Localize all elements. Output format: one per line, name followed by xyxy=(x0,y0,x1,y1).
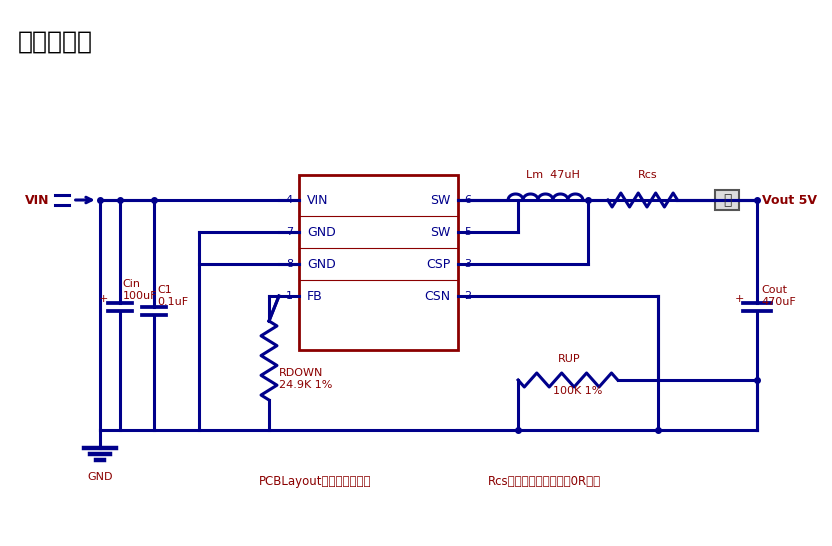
Text: Lm  47uH: Lm 47uH xyxy=(526,170,579,180)
FancyBboxPatch shape xyxy=(299,175,458,350)
Text: VIN: VIN xyxy=(307,193,329,206)
Text: GND: GND xyxy=(307,225,335,239)
Text: Rcs电阻可以不加，默认0R即可: Rcs电阻可以不加，默认0R即可 xyxy=(488,475,602,488)
Text: RUP: RUP xyxy=(558,354,581,364)
Text: 1: 1 xyxy=(286,291,293,301)
Text: 3: 3 xyxy=(464,259,471,269)
Text: GND: GND xyxy=(307,258,335,270)
Text: Vout 5V: Vout 5V xyxy=(762,193,817,206)
Text: 应用原理图: 应用原理图 xyxy=(18,30,93,54)
Text: +: + xyxy=(735,294,744,304)
Text: 100K 1%: 100K 1% xyxy=(553,386,602,396)
Text: C1: C1 xyxy=(157,285,172,295)
Text: CSP: CSP xyxy=(426,258,450,270)
Text: 0.1uF: 0.1uF xyxy=(157,297,189,307)
Text: GND: GND xyxy=(87,472,112,482)
Text: FB: FB xyxy=(307,289,323,302)
Text: 目: 目 xyxy=(723,193,731,207)
Text: PCBLayout时注意芯片脚位: PCBLayout时注意芯片脚位 xyxy=(259,475,372,488)
Text: RDOWN: RDOWN xyxy=(279,367,324,377)
Text: 470uF: 470uF xyxy=(761,297,796,307)
Text: 7: 7 xyxy=(285,227,293,237)
Text: SW: SW xyxy=(430,193,450,206)
Text: Cout: Cout xyxy=(761,285,787,295)
Text: 2: 2 xyxy=(464,291,472,301)
Text: SW: SW xyxy=(430,225,450,239)
Text: Rcs: Rcs xyxy=(637,170,657,180)
Text: Cin: Cin xyxy=(122,279,141,289)
Text: 8: 8 xyxy=(285,259,293,269)
Text: 100uF: 100uF xyxy=(122,291,157,301)
Text: 5: 5 xyxy=(464,227,471,237)
Bar xyxy=(716,190,740,210)
Text: CSN: CSN xyxy=(424,289,450,302)
Text: 6: 6 xyxy=(464,195,471,205)
Text: +: + xyxy=(99,294,108,304)
Text: 24.9K 1%: 24.9K 1% xyxy=(279,381,332,390)
Text: 4: 4 xyxy=(285,195,293,205)
Text: VIN: VIN xyxy=(25,193,50,206)
